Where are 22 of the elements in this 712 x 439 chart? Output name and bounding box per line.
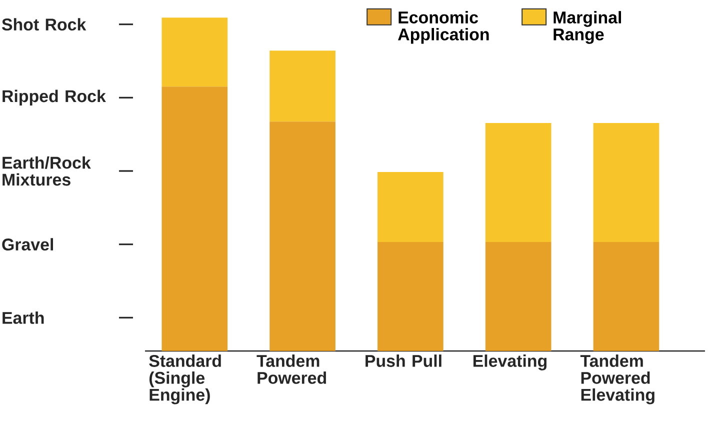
x-tick-label: Tandem Powered Elevating bbox=[580, 354, 654, 404]
x-tick-label: Tandem Powered bbox=[256, 354, 326, 384]
bar bbox=[162, 86, 228, 351]
bar bbox=[593, 242, 660, 351]
legend-label: Marginal Range bbox=[554, 11, 621, 44]
bar bbox=[485, 122, 552, 242]
x-tick-label: Elevating bbox=[473, 354, 547, 370]
bar bbox=[378, 242, 444, 351]
text: Gravel bbox=[2, 238, 53, 251]
bar bbox=[270, 122, 336, 351]
text: Shot Rock bbox=[2, 18, 86, 31]
text: Ripped Rock bbox=[2, 90, 106, 106]
text: Earth/Rock Mixtures bbox=[2, 156, 91, 186]
bar bbox=[378, 172, 444, 242]
bar bbox=[485, 242, 552, 351]
x-tick-label: Push Pull bbox=[366, 354, 442, 367]
x-tick-label: Standard (Single Engine) bbox=[149, 354, 221, 404]
bar bbox=[162, 18, 228, 87]
legend-label: Economic Application bbox=[398, 11, 489, 44]
bar bbox=[593, 122, 660, 242]
text: Earth bbox=[2, 311, 44, 324]
bar bbox=[270, 50, 336, 122]
